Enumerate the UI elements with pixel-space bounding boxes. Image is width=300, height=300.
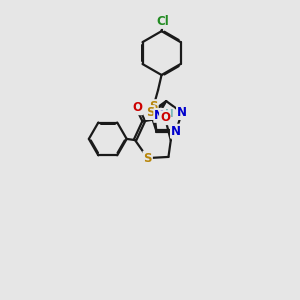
Text: O: O (160, 111, 170, 124)
Text: N: N (177, 106, 187, 119)
Text: S: S (146, 106, 154, 119)
Text: S: S (143, 152, 152, 165)
Text: O: O (132, 101, 142, 114)
Text: S: S (149, 100, 158, 113)
Text: N: N (154, 109, 164, 122)
Text: H: H (165, 109, 173, 118)
Text: N: N (171, 124, 181, 138)
Text: Cl: Cl (156, 15, 169, 28)
